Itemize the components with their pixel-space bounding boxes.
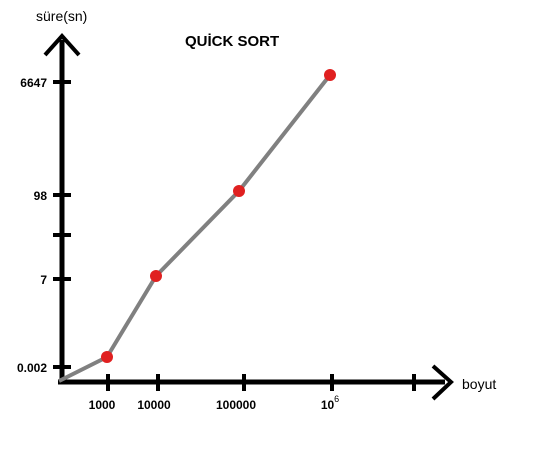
y-axis-label: süre(sn) — [36, 8, 87, 24]
data-point — [101, 351, 113, 363]
y-tick-label: 6647 — [20, 76, 47, 90]
series-1 — [58, 69, 336, 383]
x-axis-arrowhead — [431, 364, 454, 401]
y-tick-label: 7 — [40, 273, 47, 287]
x-tick-label: 10000 — [137, 398, 171, 412]
x-ticks: 1000 10000 100000 106 — [89, 374, 416, 412]
y-ticks: 0.002 7 98 6647 — [17, 76, 71, 375]
data-point — [233, 185, 245, 197]
x-tick-label: 106 — [321, 394, 339, 412]
data-point — [324, 69, 336, 81]
data-point — [150, 270, 162, 282]
y-tick-label: 98 — [34, 189, 48, 203]
x-axis — [58, 364, 454, 401]
x-axis-label: boyut — [462, 376, 496, 392]
chart-title: QUİCK SORT — [185, 33, 279, 50]
y-tick-label: 0.002 — [17, 361, 47, 375]
x-tick-label: 100000 — [216, 398, 256, 412]
y-axis-arrowhead — [43, 33, 81, 57]
y-axis — [43, 33, 81, 383]
series-line — [58, 73, 332, 383]
x-tick-label: 1000 — [89, 398, 116, 412]
